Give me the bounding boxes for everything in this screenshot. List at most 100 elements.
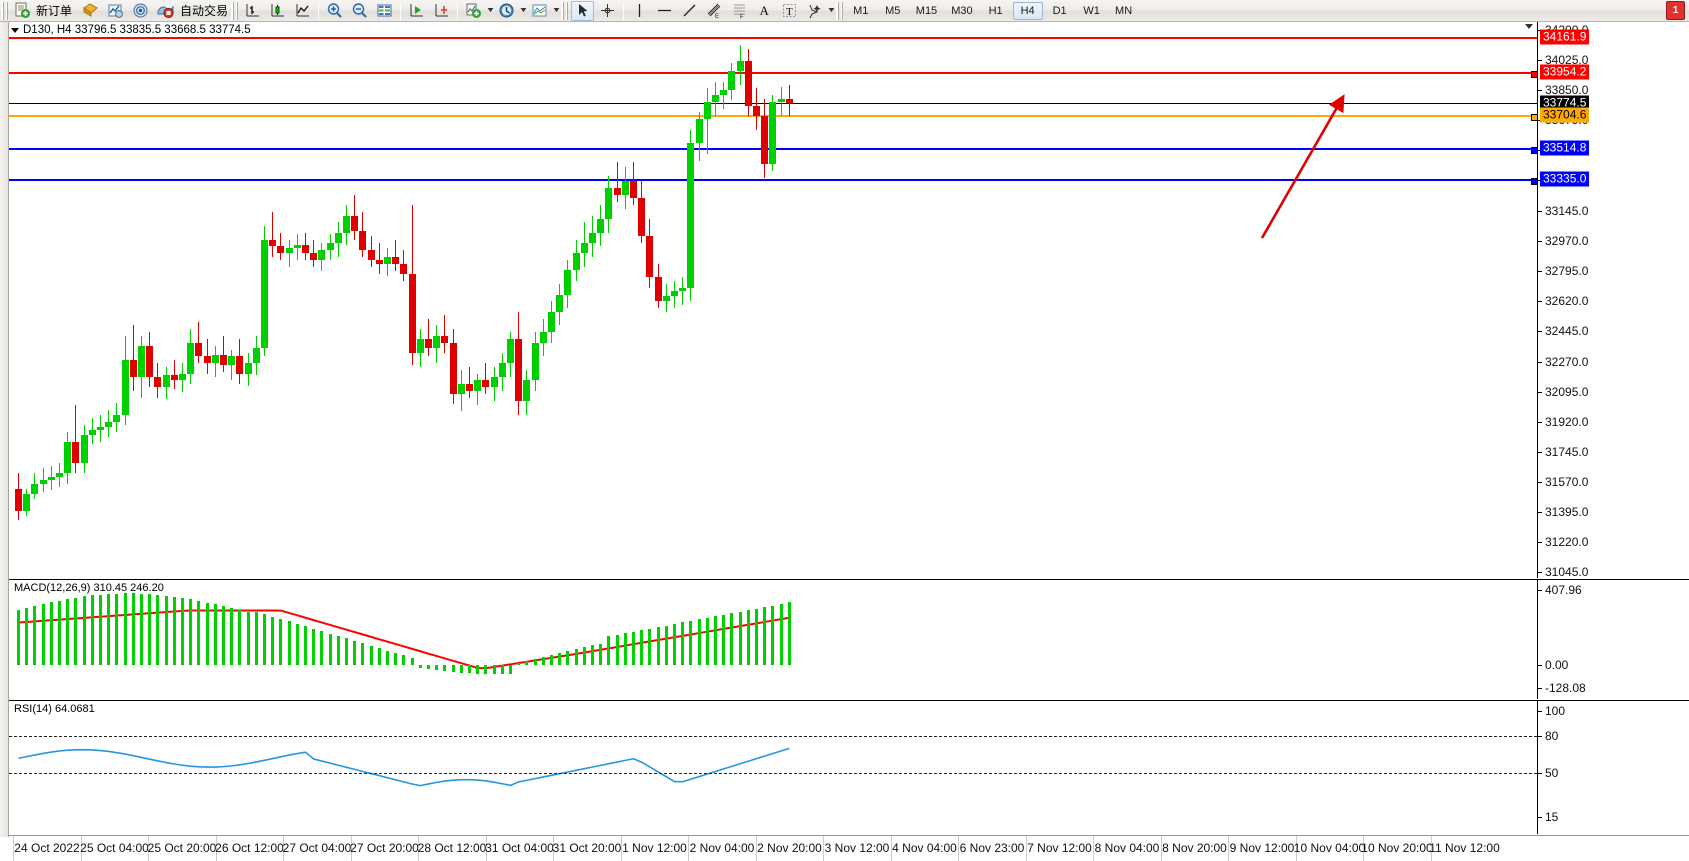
toolbar-grip-2[interactable]: [231, 1, 239, 20]
new-order-button[interactable]: 新订单: [11, 1, 77, 21]
toolbar-grip-1[interactable]: [1, 1, 8, 20]
macd-signal-line: [18, 609, 790, 670]
period-icon: [499, 3, 514, 18]
level-33954-2-badge[interactable]: 33954.2: [1540, 64, 1590, 80]
macd-histogram-bar: [517, 662, 521, 665]
candle-body: [490, 377, 498, 388]
candlestick: [400, 249, 408, 281]
fibonacci-button[interactable]: F: [728, 1, 751, 21]
period-dropdown-arrow[interactable]: ▼: [518, 7, 529, 14]
indicators-dropdown-arrow[interactable]: ▼: [485, 7, 496, 14]
candlestick-chart-button[interactable]: [266, 1, 289, 21]
level-33704-6-badge[interactable]: 33704.6: [1540, 107, 1590, 123]
timeframe-m15[interactable]: M15: [915, 4, 938, 17]
profile-button[interactable]: [79, 1, 102, 21]
zoom-out-button[interactable]: [348, 1, 371, 21]
level-33335-0-handle[interactable]: [1531, 177, 1537, 185]
toolbar-grip-4[interactable]: [835, 1, 843, 20]
time-axis-label: 3 Nov 12:00: [824, 841, 890, 855]
cursor-button[interactable]: [570, 0, 594, 21]
timeframe-h1[interactable]: H1: [988, 4, 1003, 17]
candle-body: [753, 105, 760, 116]
timeframe-w1[interactable]: W1: [1083, 4, 1100, 17]
auto-trading-button[interactable]: [154, 1, 177, 21]
time-axis-label: 8 Nov 04:00: [1094, 841, 1160, 855]
candle-wick: [378, 243, 380, 274]
level-34161-9-line[interactable]: [9, 36, 1537, 39]
candle-body: [425, 339, 432, 348]
candlestick: [318, 243, 326, 271]
new-order-label: 新订单: [36, 4, 73, 18]
candle-body: [179, 373, 186, 381]
objects-dropdown-arrow[interactable]: ▼: [826, 7, 837, 14]
rsi-scale: 100 80 50 15: [1537, 701, 1689, 834]
price-plot[interactable]: [9, 22, 1537, 578]
equidistant-channel-button[interactable]: E: [703, 1, 726, 21]
candle-body: [548, 311, 555, 333]
candle-wick: [444, 315, 446, 353]
level-33774-5-badge[interactable]: 33774.5: [1540, 95, 1590, 111]
price-panel[interactable]: D130, H4 33796.5 33835.5 33668.5 33774.5…: [9, 22, 1689, 579]
timeframe-d1[interactable]: D1: [1052, 4, 1067, 17]
time-axis-separator: [1228, 836, 1229, 861]
text-button[interactable]: T: [778, 1, 801, 21]
macd-histogram-bar: [525, 661, 529, 665]
price-scale[interactable]: 34200.034025.033850.033675.033500.033325…: [1537, 22, 1689, 579]
macd-histogram-bar: [705, 617, 709, 665]
templates-button[interactable]: [528, 1, 551, 21]
chart-area[interactable]: D130, H4 33796.5 33835.5 33668.5 33774.5…: [0, 22, 1689, 861]
macd-panel[interactable]: MACD(12,26,9) 310.45 246.20 407.96 0.00 -1…: [9, 579, 1689, 699]
vertical-line-button[interactable]: [628, 1, 651, 21]
crosshair-button[interactable]: [596, 1, 619, 21]
timeframe-m5[interactable]: M5: [885, 4, 901, 17]
macd-histogram-bar: [328, 633, 332, 665]
period-button[interactable]: [495, 1, 518, 21]
macd-histogram-bar: [435, 664, 439, 671]
level-33514-8-handle[interactable]: [1531, 146, 1537, 154]
level-34161-9-badge[interactable]: 34161.9: [1540, 29, 1590, 45]
market-watch-button[interactable]: [104, 1, 127, 21]
templates-dropdown-arrow[interactable]: ▼: [551, 7, 562, 14]
data-window-button[interactable]: [129, 1, 152, 21]
timeframe-m1[interactable]: M1: [853, 4, 869, 17]
text-label-button[interactable]: A: [753, 1, 776, 21]
time-axis-separator: [283, 836, 284, 861]
toolbar-end-badge[interactable]: 1: [1666, 1, 1685, 20]
candle-wick: [485, 363, 487, 395]
zoom-in-button[interactable]: [323, 1, 346, 21]
shift-end-button[interactable]: [405, 1, 428, 21]
candle-body: [539, 332, 547, 343]
auto-scroll-button[interactable]: [430, 1, 453, 21]
toolbar-grip-3[interactable]: [560, 1, 568, 20]
rsi-panel[interactable]: RSI(14) 64.0681 100 80 50 15: [9, 700, 1689, 834]
zoom-out-icon: [352, 3, 367, 18]
level-33954-2-handle[interactable]: [1531, 71, 1537, 79]
level-33954-2-line[interactable]: [9, 71, 1537, 79]
level-33335-0-line[interactable]: [9, 177, 1537, 185]
chart-menu-icon[interactable]: [11, 27, 19, 33]
line-chart-button[interactable]: [291, 1, 314, 21]
timeframe-h4[interactable]: H4: [1012, 1, 1043, 20]
level-33335-0-badge[interactable]: 33335.0: [1540, 171, 1590, 187]
macd-histogram-bar: [164, 595, 168, 665]
grid-button[interactable]: [373, 1, 396, 21]
objects-button[interactable]: [803, 1, 826, 21]
timeframe-mn[interactable]: MN: [1115, 4, 1133, 17]
macd-histogram-bar: [213, 604, 217, 665]
candlestick: [457, 370, 465, 412]
candle-body: [523, 380, 531, 402]
indicators-button[interactable]: [462, 1, 485, 21]
time-axis[interactable]: 24 Oct 2022 25 Oct 04:00 25 Oct 20:00 26 Oc…: [9, 835, 1689, 861]
level-33514-8-badge[interactable]: 33514.8: [1540, 140, 1590, 156]
horizontal-line-button[interactable]: [653, 1, 676, 21]
macd-histogram-bar: [509, 664, 512, 674]
equidistant-channel-icon: E: [707, 3, 721, 19]
level-33704-6-handle[interactable]: [1531, 114, 1537, 122]
timeframe-m30[interactable]: M30: [951, 4, 973, 17]
bar-chart-button[interactable]: [241, 1, 264, 21]
scale-collapse-icon[interactable]: [1525, 24, 1533, 29]
trendline-button[interactable]: [678, 1, 701, 21]
candlestick: [154, 363, 162, 398]
candlestick: [293, 234, 301, 261]
candlestick: [88, 418, 96, 444]
